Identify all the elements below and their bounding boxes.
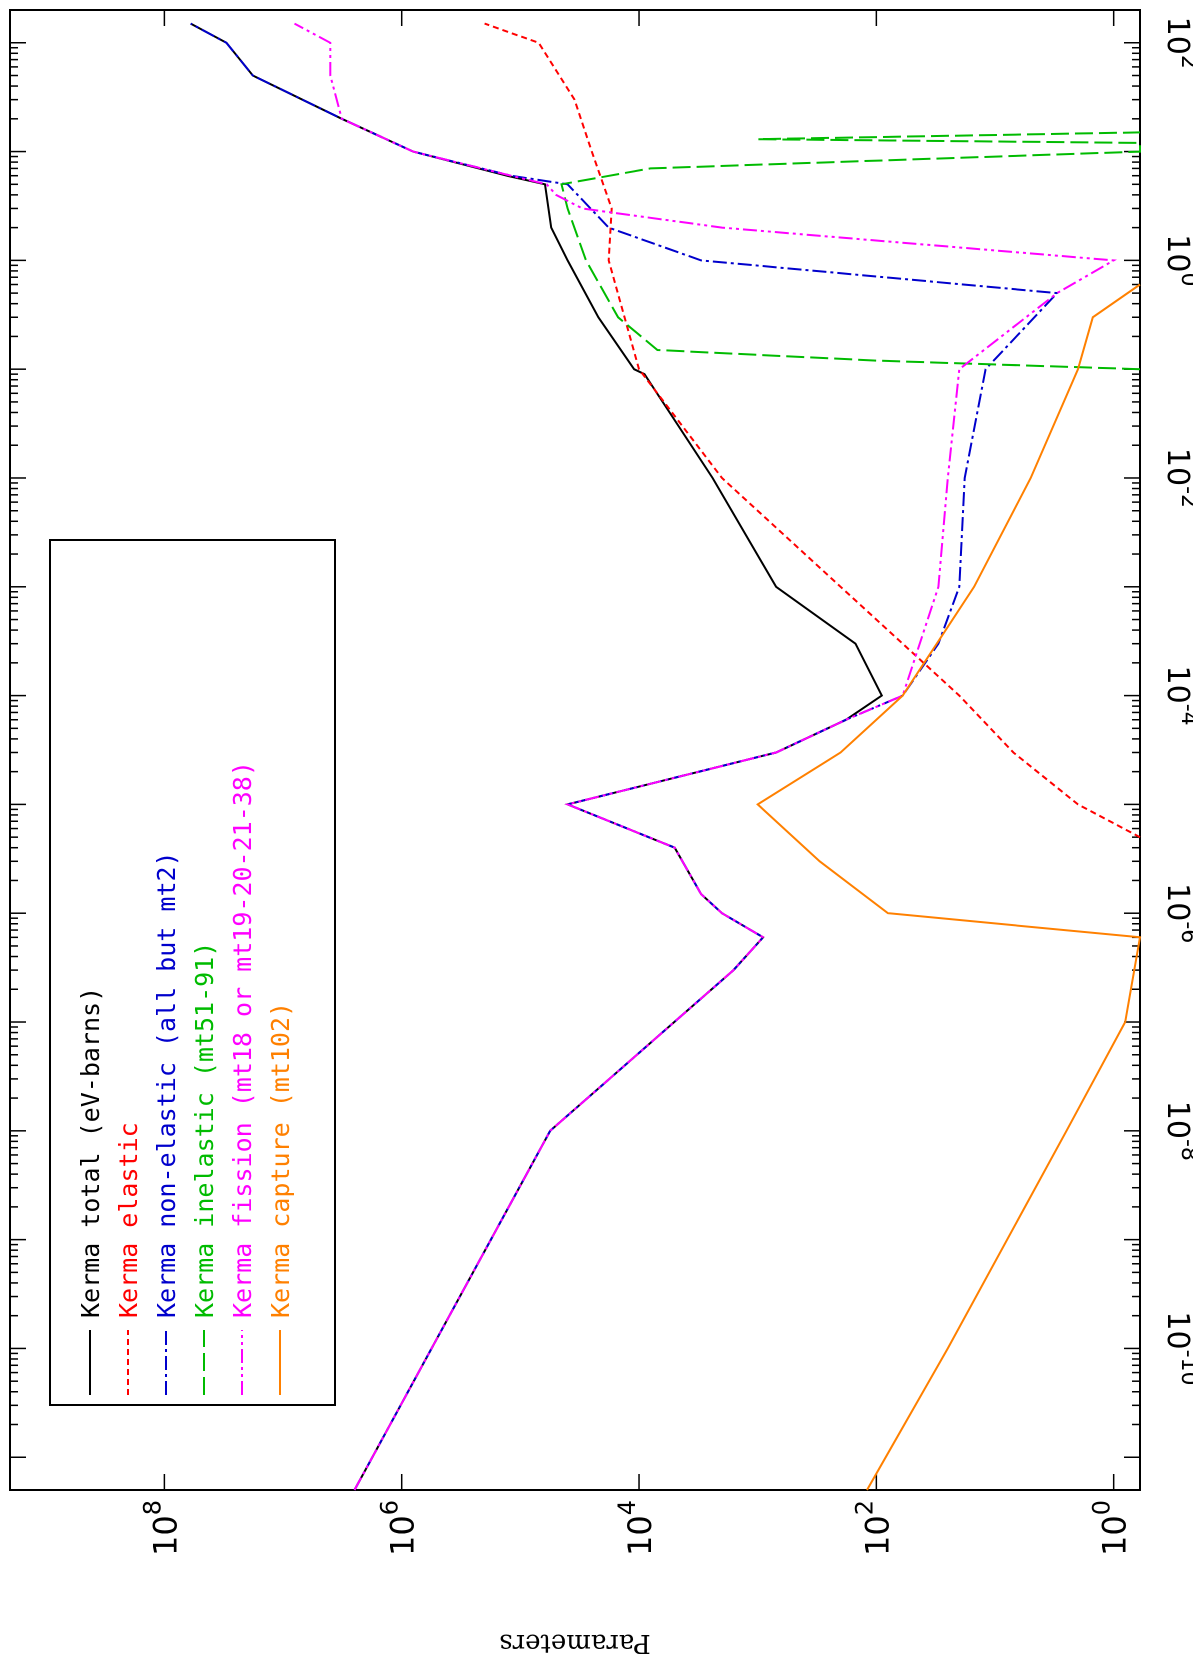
svg-text:Kerma fission (mt18 or mt19-20: Kerma fission (mt18 or mt19-20-21-38) xyxy=(228,761,257,1318)
svg-text:100: 100 xyxy=(1088,1500,1134,1556)
svg-text:Kerma non-elastic (all but mt2: Kerma non-elastic (all but mt2) xyxy=(152,851,181,1318)
svg-text:100: 100 xyxy=(1160,234,1193,286)
x-tick-label: 100 xyxy=(1160,234,1193,286)
svg-text:10-2: 10-2 xyxy=(1160,448,1193,508)
svg-text:Kerma elastic: Kerma elastic xyxy=(114,1122,143,1318)
x-tick-label: 10-4 xyxy=(1160,666,1193,726)
legend-entry: Kerma capture (mt102) xyxy=(266,1002,295,1318)
svg-text:Kerma capture (mt102): Kerma capture (mt102) xyxy=(266,1002,295,1318)
svg-text:102: 102 xyxy=(850,1500,896,1556)
legend-box xyxy=(49,539,336,1406)
legend-entries: Kerma total (eV-barns) Kerma elastic Kerma… xyxy=(76,761,295,1395)
legend: Kerma total (eV-barns) Kerma elastic Kerma… xyxy=(49,539,336,1406)
series-line-5 xyxy=(756,283,1142,1491)
svg-text:104: 104 xyxy=(613,1500,659,1556)
y-tick-label: 102 xyxy=(850,1500,896,1556)
svg-text:10-10: 10-10 xyxy=(1160,1311,1193,1385)
legend-entry: Kerma fission (mt18 or mt19-20-21-38) xyxy=(228,761,257,1318)
x-tick-labels: 10-10 10-8 10-6 10-4 10-2 100 102 xyxy=(1160,17,1193,1386)
svg-text:10-4: 10-4 xyxy=(1160,666,1193,726)
y-tick-label: 106 xyxy=(376,1500,422,1556)
x-tick-label: 10-2 xyxy=(1160,448,1193,508)
y-tick-label: 108 xyxy=(138,1500,184,1556)
svg-text:10-6: 10-6 xyxy=(1160,883,1193,943)
x-tick-label: 10-10 xyxy=(1160,1311,1193,1385)
series-layer xyxy=(190,22,1142,1491)
y-tick-labels: 100 102 104 106 108 xyxy=(138,1500,1133,1556)
svg-text:10-8: 10-8 xyxy=(1160,1101,1193,1161)
svg-text:102: 102 xyxy=(1160,17,1193,69)
x-tick-label: 10-6 xyxy=(1160,883,1193,943)
legend-entry: Kerma non-elastic (all but mt2) xyxy=(152,851,181,1318)
y-axis-label: Parameters xyxy=(499,1628,650,1658)
legend-entry: Kerma elastic xyxy=(114,1122,143,1318)
legend-entry: Kerma total (eV-barns) xyxy=(76,987,105,1318)
svg-text:Kerma inelastic (mt51-91): Kerma inelastic (mt51-91) xyxy=(190,942,219,1318)
svg-text:108: 108 xyxy=(138,1500,184,1556)
svg-text:Kerma total (eV-barns): Kerma total (eV-barns) xyxy=(76,987,105,1318)
y-tick-label: 100 xyxy=(1088,1500,1134,1556)
legend-entry: Kerma inelastic (mt51-91) xyxy=(190,942,219,1318)
svg-text:106: 106 xyxy=(376,1500,422,1556)
y-tick-label: 104 xyxy=(613,1500,659,1556)
x-tick-label: 102 xyxy=(1160,17,1193,69)
series-line-4 xyxy=(294,22,1117,1491)
series-line-1 xyxy=(484,22,1141,839)
series-line-3 xyxy=(560,131,1141,371)
x-tick-label: 10-8 xyxy=(1160,1101,1193,1161)
